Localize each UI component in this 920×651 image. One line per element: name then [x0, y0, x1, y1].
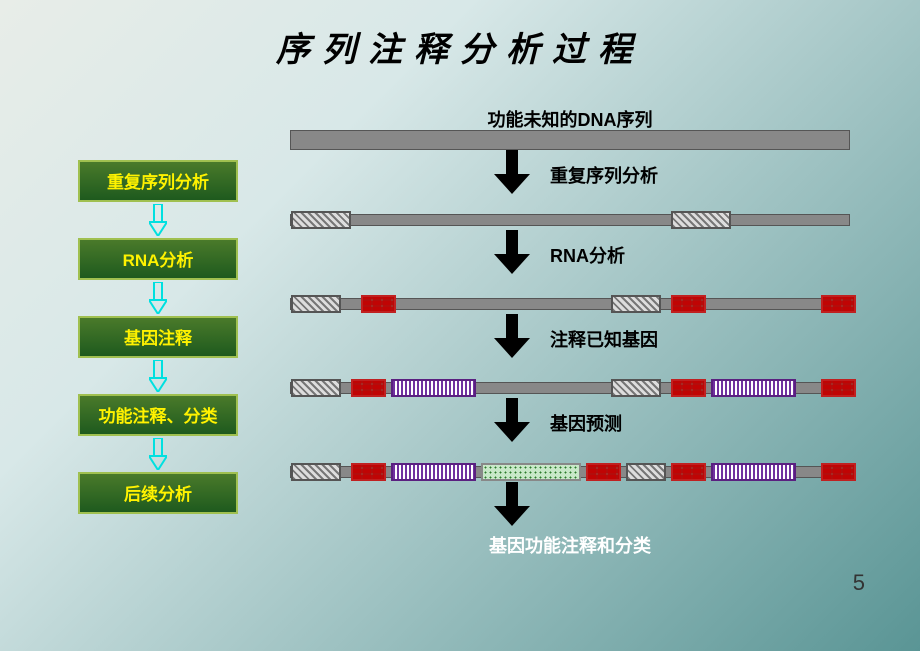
big-arrow-icon [490, 230, 534, 274]
segment-brick [821, 379, 856, 397]
big-arrow-icon [490, 398, 534, 442]
sequence-track [290, 466, 850, 478]
segment-brick [671, 379, 706, 397]
segment-hatch [611, 295, 661, 313]
segment-hatch [671, 211, 731, 229]
step-box: RNA分析 [78, 238, 238, 280]
segment-brick [351, 463, 386, 481]
segment-brick [821, 295, 856, 313]
sequence-track [290, 298, 850, 310]
step-box: 功能注释、分类 [78, 394, 238, 436]
segment-brick [671, 295, 706, 313]
page-number: 5 [853, 570, 865, 596]
sequence-track [290, 130, 850, 150]
right-header: 功能未知的DNA序列 [290, 106, 850, 132]
down-arrow-icon [78, 358, 238, 394]
segment-hatch [626, 463, 666, 481]
segment-brick [821, 463, 856, 481]
segment-hatch [291, 211, 351, 229]
segment-stripes [711, 379, 796, 397]
left-flowchart: 重复序列分析 RNA分析基因注释功能注释、分类后续分析 [78, 160, 238, 514]
step-box: 基因注释 [78, 316, 238, 358]
sequence-track [290, 382, 850, 394]
arrow-label: 注释已知基因 [550, 326, 658, 352]
big-arrow-icon [490, 314, 534, 358]
down-arrow-icon [78, 202, 238, 238]
sequence-track [290, 214, 850, 226]
segment-dots [481, 463, 581, 481]
big-arrow-icon [490, 482, 534, 526]
segment-hatch [291, 295, 341, 313]
segment-hatch [611, 379, 661, 397]
segment-hatch [291, 463, 341, 481]
segment-stripes [391, 379, 476, 397]
big-arrow-icon [490, 150, 534, 194]
segment-hatch [291, 379, 341, 397]
step-box: 重复序列分析 [78, 160, 238, 202]
segment-brick [351, 379, 386, 397]
arrow-label: RNA分析 [550, 242, 625, 268]
segment-stripes [391, 463, 476, 481]
right-footer: 基因功能注释和分类 [290, 532, 850, 558]
segment-brick [586, 463, 621, 481]
down-arrow-icon [78, 280, 238, 316]
slide-title: 序列注释分析过程 [0, 22, 920, 71]
segment-brick [361, 295, 396, 313]
arrow-label: 基因预测 [550, 410, 622, 436]
arrow-label: 重复序列分析 [550, 162, 658, 188]
slide: 序列注释分析过程 重复序列分析 RNA分析基因注释功能注释、分类后续分析 功能未知… [0, 0, 920, 651]
segment-stripes [711, 463, 796, 481]
step-box: 后续分析 [78, 472, 238, 514]
segment-brick [671, 463, 706, 481]
down-arrow-icon [78, 436, 238, 472]
